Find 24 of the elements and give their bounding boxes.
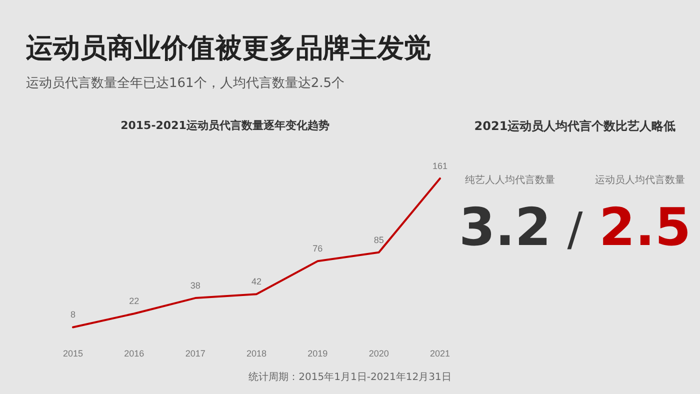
data-label: 42 <box>252 276 262 287</box>
category-label: 运动员人均代言数量 <box>594 174 686 187</box>
chart-title: 运动员商业价值被更多品牌主发觉 <box>26 32 431 66</box>
x-tick-label: 2017 <box>185 348 206 358</box>
data-label: 161 <box>432 160 448 171</box>
x-tick-label: 2021 <box>430 348 450 358</box>
text: / <box>566 202 584 256</box>
x-tick-label: 2018 <box>246 348 267 358</box>
chart-subtitle: 运动员代言数量全年已达161个，人均代言数量达2.5个 <box>26 75 344 92</box>
text: 2021运动员人均代言个数比艺人略低 <box>473 118 677 135</box>
x-tick-label: 2019 <box>308 348 328 358</box>
data-label: 3.2 <box>458 198 552 258</box>
data-label: 76 <box>312 244 323 254</box>
data-label: 85 <box>374 234 384 245</box>
data-label: 8 <box>70 310 76 320</box>
category-label: 纯艺人人均代言数量 <box>464 174 556 187</box>
x-tick-label: 2015 <box>62 348 84 358</box>
x-tick-label: 2020 <box>368 348 389 358</box>
data-label: 22 <box>129 296 140 306</box>
data-label: 2.5 <box>598 198 692 258</box>
x-tick-label: 2016 <box>124 348 144 358</box>
text: 统计周期：2015年1月1日-2021年12月31日 <box>248 370 452 384</box>
data-label: 38 <box>190 280 200 291</box>
text: 2015-2021运动员代言数量逐年变化趋势 <box>120 118 330 133</box>
